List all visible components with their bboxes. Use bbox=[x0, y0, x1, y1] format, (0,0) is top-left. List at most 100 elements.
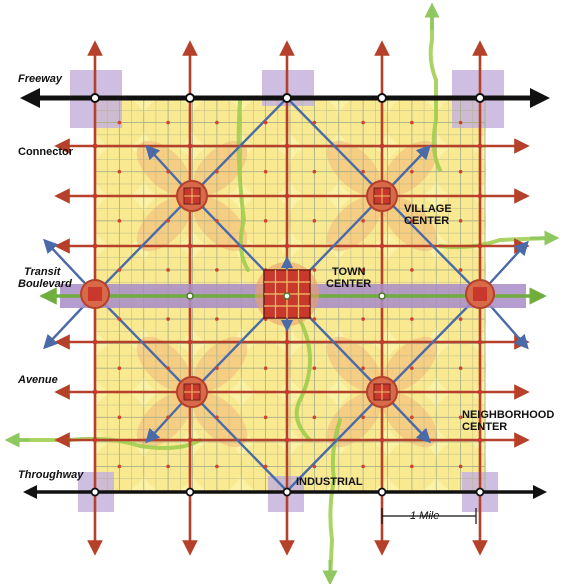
freeway-interchange bbox=[90, 93, 100, 103]
neighborhood-dot bbox=[410, 268, 414, 272]
avenue-label: Avenue bbox=[18, 374, 58, 386]
neighborhood-dot bbox=[215, 219, 219, 223]
neighborhood-center-label-line1: NEIGHBORHOOD bbox=[462, 409, 555, 421]
freeway-interchange bbox=[377, 93, 387, 103]
neighborhood-dot bbox=[312, 317, 317, 321]
neighborhood-dot bbox=[458, 120, 463, 125]
neighborhood-dot bbox=[117, 219, 122, 223]
village-center-label-line1: VILLAGE bbox=[404, 203, 452, 215]
neighborhood-dot bbox=[361, 219, 365, 223]
intersection-dot bbox=[477, 339, 483, 345]
neighborhood-dot bbox=[410, 120, 414, 125]
neighborhood-dot bbox=[117, 415, 122, 420]
intersection-dot bbox=[284, 193, 290, 199]
neighborhood-dot bbox=[410, 169, 414, 174]
scale-bar bbox=[381, 508, 477, 524]
neighborhood-dot bbox=[215, 366, 219, 370]
intersection-dot bbox=[379, 437, 385, 443]
intersection-dot bbox=[284, 437, 290, 443]
intersection-dot bbox=[92, 389, 98, 395]
neighborhood-dot bbox=[215, 120, 219, 125]
intersection-dot bbox=[477, 193, 483, 199]
neighborhood-dot bbox=[312, 366, 317, 370]
village-center-label-line2: CENTER bbox=[404, 215, 450, 227]
intersection-dot bbox=[284, 389, 290, 395]
throughway-interchange bbox=[185, 487, 195, 497]
intersection-dot bbox=[284, 243, 290, 249]
neighborhood-dot bbox=[410, 219, 414, 223]
green-corridor-ne bbox=[428, 8, 442, 172]
neighborhood-dot bbox=[361, 317, 365, 321]
intersection-dot bbox=[92, 243, 98, 249]
throughway-interchange bbox=[377, 487, 387, 497]
neighborhood-dot bbox=[410, 366, 414, 370]
neighborhood-dot bbox=[410, 464, 414, 469]
neighborhood-dot bbox=[263, 120, 268, 125]
neighborhood-dot bbox=[361, 169, 365, 174]
orange-zone-lobe bbox=[326, 140, 382, 196]
neighborhood-dot bbox=[166, 268, 170, 272]
transit-stop bbox=[378, 292, 386, 300]
intersection-dot bbox=[477, 243, 483, 249]
intersection-dot bbox=[92, 143, 98, 149]
neighborhood-dot bbox=[458, 317, 463, 321]
throughway-interchange bbox=[282, 487, 292, 497]
neighborhood-dot bbox=[312, 268, 317, 272]
neighborhood-dot bbox=[361, 464, 365, 469]
intersection-dot bbox=[187, 143, 193, 149]
transit-node-core bbox=[473, 287, 487, 301]
neighborhood-dot bbox=[117, 268, 122, 272]
neighborhood-dot bbox=[215, 317, 219, 321]
neighborhood-dot bbox=[117, 317, 122, 321]
neighborhood-dot bbox=[166, 464, 170, 469]
interchange-nodes bbox=[90, 93, 485, 497]
transit-label-line2: Boulevard bbox=[18, 278, 72, 290]
neighborhood-dot bbox=[117, 366, 122, 370]
neighborhood-dot bbox=[312, 219, 317, 223]
intersection-dot bbox=[187, 243, 193, 249]
transit-stop bbox=[186, 292, 194, 300]
throughway-interchange bbox=[475, 487, 485, 497]
intersection-dot bbox=[379, 339, 385, 345]
neighborhood-dot bbox=[215, 268, 219, 272]
intersection-dot bbox=[92, 193, 98, 199]
intersection-dot bbox=[477, 437, 483, 443]
neighborhood-dot bbox=[166, 169, 170, 174]
intersection-dot bbox=[379, 143, 385, 149]
neighborhood-dot bbox=[458, 415, 463, 420]
neighborhood-dot bbox=[458, 169, 463, 174]
neighborhood-dot bbox=[166, 415, 170, 420]
throughway-interchange bbox=[90, 487, 100, 497]
neighborhood-dot bbox=[458, 219, 463, 223]
neighborhood-center-label-line2: CENTER bbox=[462, 421, 508, 433]
neighborhood-dot bbox=[263, 415, 268, 420]
neighborhood-dot bbox=[166, 366, 170, 370]
neighborhood-dot bbox=[458, 268, 463, 272]
intersection-dot bbox=[187, 437, 193, 443]
freeway-label: Freeway bbox=[18, 73, 63, 85]
neighborhood-dot bbox=[215, 169, 219, 174]
neighborhood-dot bbox=[117, 464, 122, 469]
neighborhood-dot bbox=[263, 464, 268, 469]
intersection-dot bbox=[187, 339, 193, 345]
neighborhood-dot bbox=[215, 415, 219, 420]
neighborhood-dot bbox=[361, 268, 365, 272]
neighborhood-dot bbox=[458, 366, 463, 370]
freeway-interchange bbox=[475, 93, 485, 103]
neighborhood-dot bbox=[312, 120, 317, 125]
transit-stop bbox=[283, 292, 291, 300]
neighborhood-dot bbox=[263, 366, 268, 370]
throughway-label: Throughway bbox=[18, 469, 84, 481]
activity-centers bbox=[80, 180, 495, 408]
neighborhood-dot bbox=[410, 317, 414, 321]
neighborhood-dot bbox=[410, 415, 414, 420]
neighborhood-dot bbox=[166, 317, 170, 321]
neighborhood-dot bbox=[263, 169, 268, 174]
intersection-dot bbox=[477, 389, 483, 395]
town-center-label-line1: TOWN bbox=[332, 266, 366, 278]
neighborhood-dot bbox=[117, 120, 122, 125]
neighborhood-dot bbox=[361, 120, 365, 125]
neighborhood-dot bbox=[361, 366, 365, 370]
intersection-dot bbox=[379, 243, 385, 249]
